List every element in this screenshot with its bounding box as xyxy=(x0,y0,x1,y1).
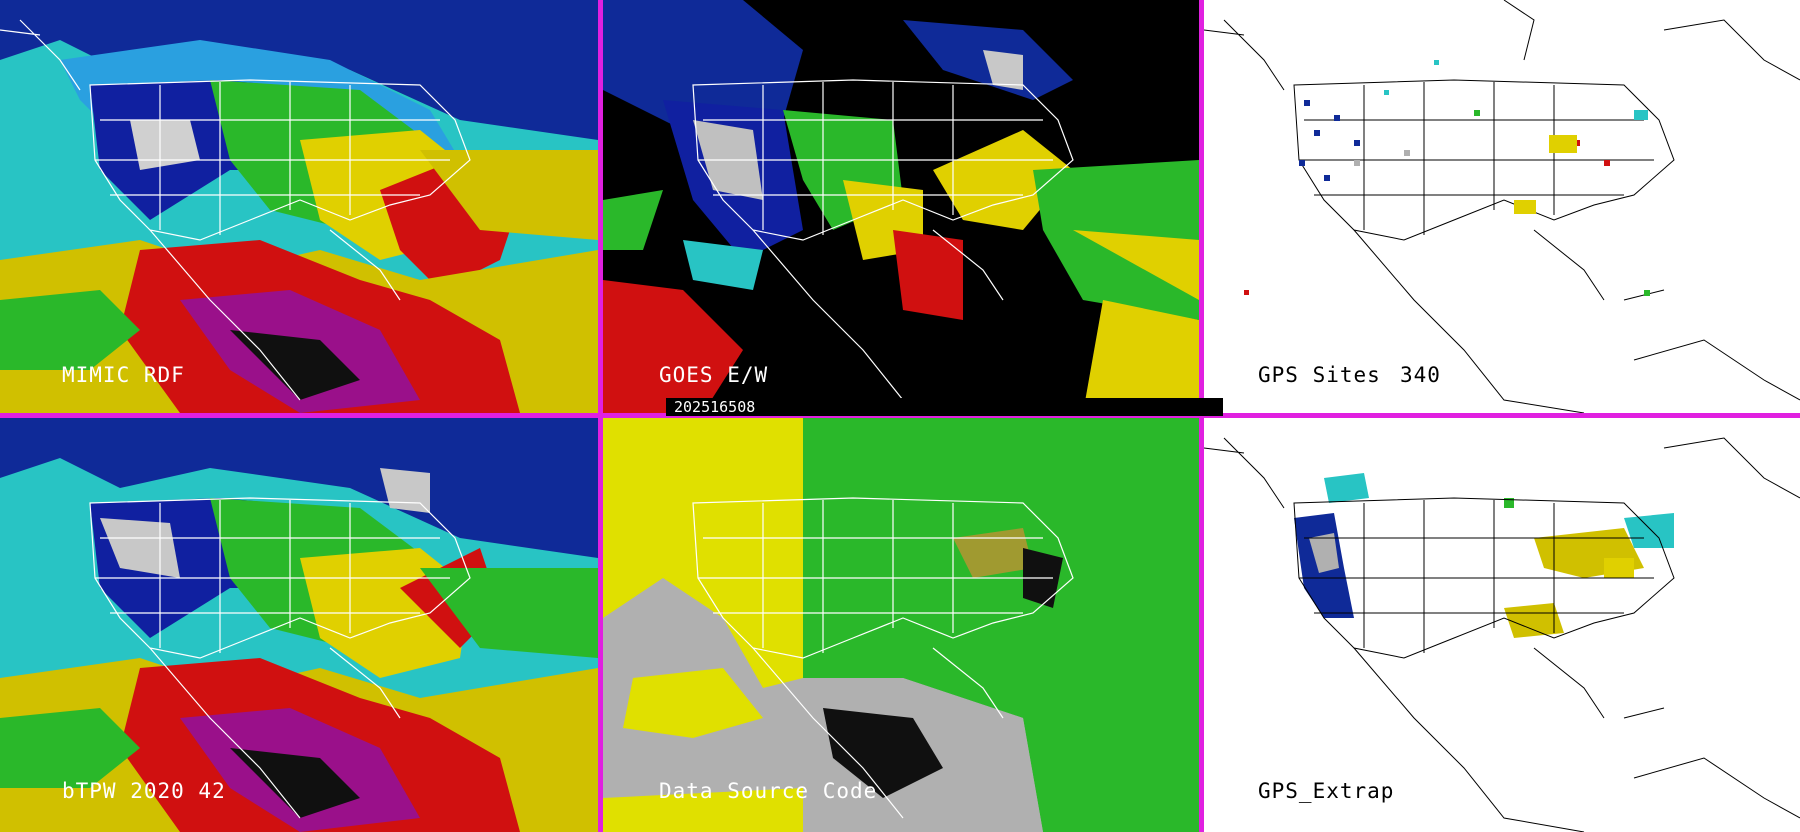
panel-label-mimic: MIMIC RDF xyxy=(62,363,185,387)
panel-label-btpw: bTPW 2020 42 xyxy=(62,779,226,803)
panel-data-source-code: Data Source Code xyxy=(603,418,1199,832)
panel-btpw: bTPW 2020 42 xyxy=(0,418,598,832)
divider-vertical-1 xyxy=(598,0,603,832)
btpw-map xyxy=(0,418,598,832)
panel-goes-ew: GOES E/W xyxy=(603,0,1199,413)
panel-mimic-rdf: MIMIC RDF xyxy=(0,0,598,413)
panel-gps-extrap: GPS_Extrap xyxy=(1204,418,1800,832)
gps-sites-count: 340 xyxy=(1400,363,1441,387)
data-source-code-map xyxy=(603,418,1199,832)
panel-label-gps-sites: GPS Sites xyxy=(1258,363,1381,387)
gps-extrap-map xyxy=(1204,418,1800,832)
panel-label-data-source-code: Data Source Code xyxy=(659,779,878,803)
timestamp-bar: 202516508 xyxy=(666,398,1223,416)
mimic-rdf-map xyxy=(0,0,598,413)
gps-sites-map xyxy=(1204,0,1800,413)
panel-label-goes: GOES E/W xyxy=(659,363,769,387)
panel-gps-sites: GPS Sites 340 xyxy=(1204,0,1800,413)
goes-ew-map xyxy=(603,0,1199,413)
timestamp-text: 202516508 xyxy=(674,398,756,416)
divider-vertical-2 xyxy=(1199,0,1204,832)
panel-label-gps-extrap: GPS_Extrap xyxy=(1258,779,1395,803)
